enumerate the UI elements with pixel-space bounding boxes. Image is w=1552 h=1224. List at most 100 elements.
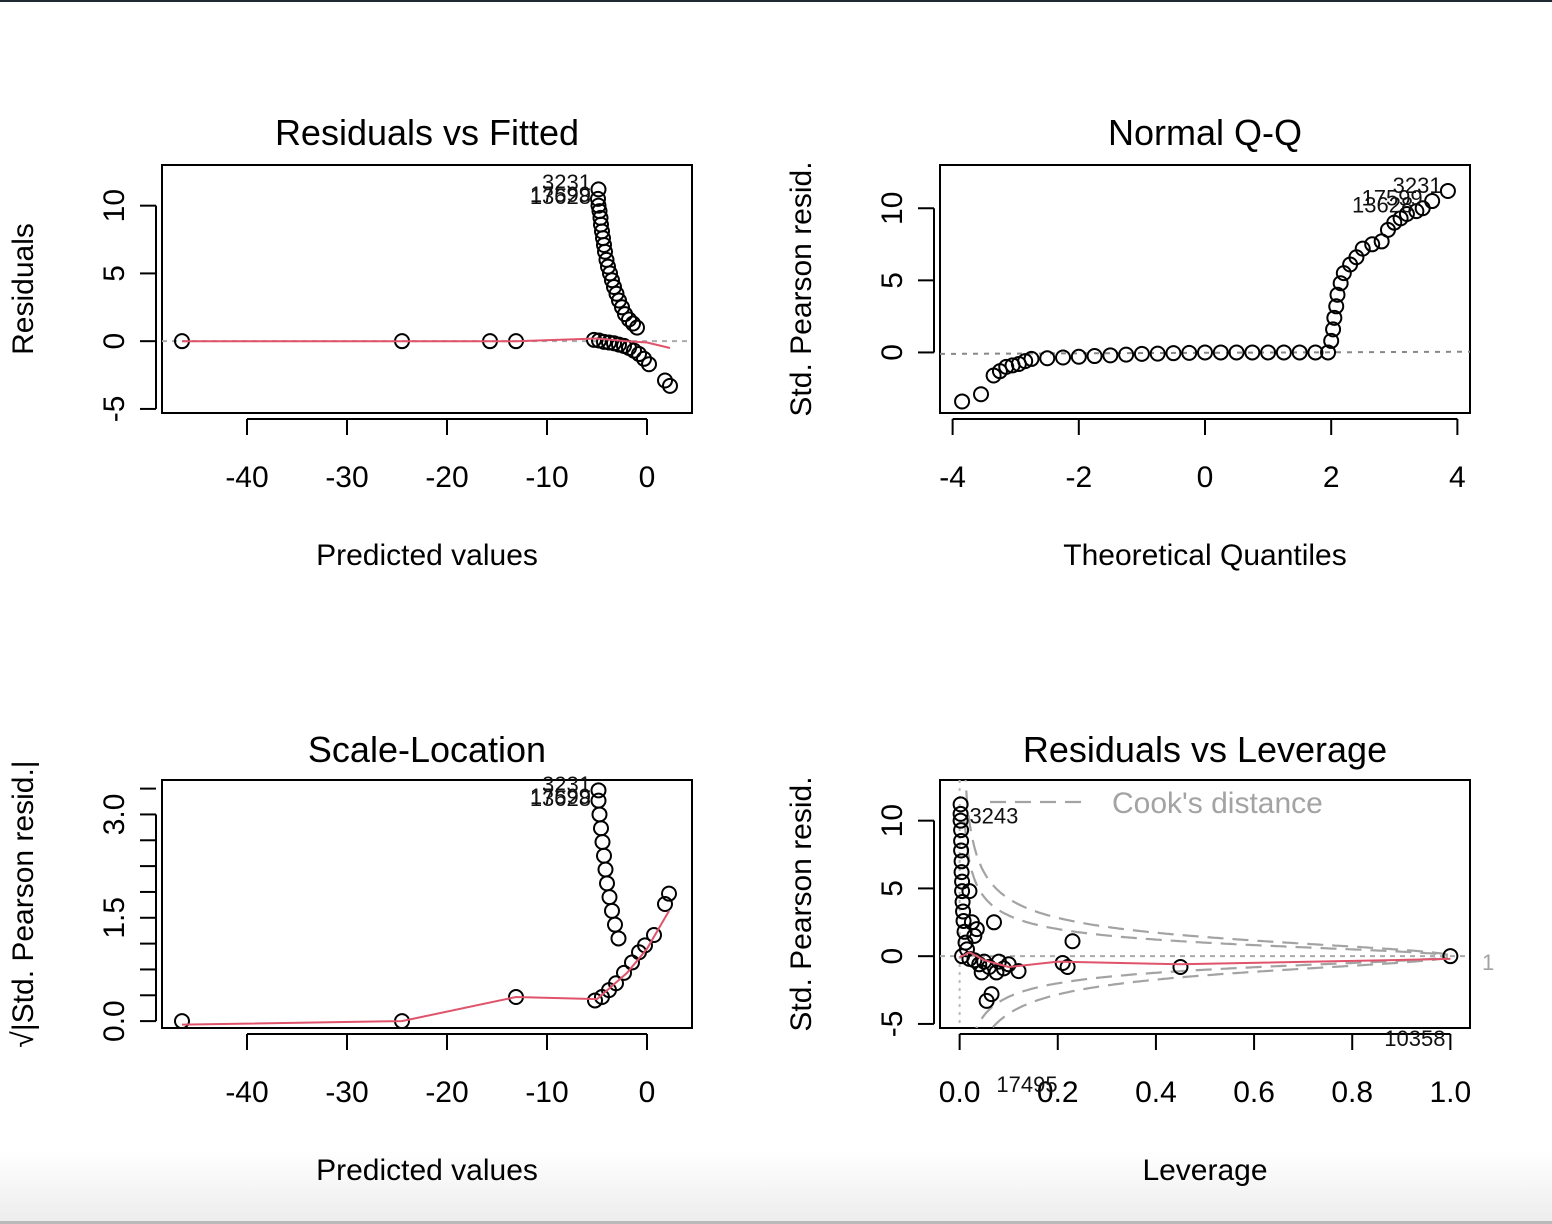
scale-location-point-label: 17599	[530, 784, 591, 809]
residuals-vs-leverage-cooks-contour	[964, 780, 1449, 956]
normal-qq-point	[1086, 348, 1103, 365]
normal-qq-y-tick-label: 0	[876, 344, 909, 361]
window-bottom-border	[0, 1221, 1552, 1224]
residuals-vs-leverage-point	[1010, 963, 1027, 980]
residuals-vs-fitted-x-tick-label: 0	[639, 461, 656, 494]
normal-qq-point	[1326, 309, 1343, 326]
residuals-vs-leverage-y-tick-label: 10	[876, 804, 909, 837]
normal-qq-point	[1133, 345, 1150, 362]
residuals-vs-fitted-y-tick-label: -5	[98, 396, 131, 423]
normal-qq-point	[954, 393, 971, 410]
scale-location-x-tick-label: -30	[325, 1076, 368, 1109]
residuals-vs-fitted-panel: Residuals vs Fitted -40 -30 -20 -10 0 Predicte…	[7, 112, 693, 572]
normal-qq-point	[1320, 344, 1337, 361]
residuals-vs-fitted-plot-area	[162, 181, 692, 394]
residuals-vs-leverage-point	[953, 864, 970, 881]
residuals-vs-fitted-y-tick-label: 0	[98, 333, 131, 350]
residuals-vs-leverage-y-label: Std. Pearson resid.	[785, 776, 818, 1031]
scale-location-y-label: √|Std. Pearson resid.|	[7, 760, 40, 1047]
residuals-vs-fitted-smooth-line	[182, 337, 671, 349]
residuals-vs-leverage-point	[953, 832, 970, 849]
residuals-vs-leverage-point	[955, 903, 972, 920]
scale-location-point	[601, 889, 618, 906]
normal-qq-point-label: 3231	[1393, 173, 1442, 198]
normal-qq-reference-line	[940, 350, 1470, 355]
scale-location-point	[607, 916, 623, 933]
scale-location-x-tick-label: 0	[639, 1076, 656, 1109]
residuals-vs-fitted-title: Residuals vs Fitted	[275, 112, 579, 153]
scale-location-point-label: 3231	[542, 772, 591, 797]
normal-qq-point	[1291, 344, 1308, 361]
residuals-vs-leverage-point	[952, 812, 969, 829]
normal-qq-y-tick-label: 10	[876, 192, 909, 225]
residuals-vs-fitted-point-label: 3231	[542, 170, 591, 195]
residuals-vs-fitted-point-label: 17599	[530, 182, 591, 207]
scale-location-point	[597, 861, 614, 878]
residuals-vs-fitted-point	[608, 285, 625, 302]
normal-qq-y-tick-label: 5	[876, 272, 909, 289]
residuals-vs-leverage-point	[1059, 959, 1076, 976]
residuals-vs-fitted-point	[621, 311, 637, 328]
residuals-vs-fitted-x-tick-label: -20	[425, 461, 468, 494]
residuals-vs-leverage-point	[983, 986, 1000, 1003]
normal-qq-plot-area	[940, 182, 1470, 410]
residuals-vs-fitted-point	[657, 372, 673, 389]
residuals-vs-fitted-point-label: 13628	[530, 184, 591, 209]
scale-location-x-tick-label: -10	[525, 1076, 568, 1109]
residuals-vs-leverage-y-tick-label: 0	[876, 948, 909, 965]
residuals-vs-leverage-x-tick-label: 0.2	[1037, 1076, 1079, 1109]
normal-qq-point	[1364, 236, 1381, 253]
residuals-vs-leverage-cooks-contour	[963, 821, 1449, 957]
residuals-vs-fitted-y-tick-label: 10	[98, 189, 131, 222]
residuals-vs-fitted-point	[629, 319, 645, 336]
scale-location-frame	[161, 779, 693, 1029]
residuals-vs-leverage-legend: Cook's distance	[990, 787, 1323, 820]
residuals-vs-leverage-point	[966, 952, 983, 969]
normal-qq-point	[1055, 349, 1072, 366]
normal-qq-x-tick-label: 0	[1197, 461, 1214, 494]
residuals-vs-leverage-x-tick-label: 0.6	[1233, 1076, 1275, 1109]
residuals-vs-leverage-point	[966, 927, 983, 944]
residuals-vs-fitted-point	[596, 333, 612, 350]
scale-location-point	[596, 847, 612, 864]
residuals-vs-fitted-point	[590, 181, 607, 198]
normal-qq-point	[1023, 350, 1040, 367]
residuals-vs-leverage-point	[952, 805, 969, 822]
residuals-vs-leverage-x-tick-label: 0.4	[1135, 1076, 1177, 1109]
normal-qq-point-label: 17599	[1361, 185, 1422, 210]
scale-location-point	[174, 1013, 190, 1028]
scale-location-point	[608, 975, 624, 992]
residuals-vs-fitted-point	[601, 334, 617, 351]
normal-qq-point	[1323, 332, 1340, 349]
residuals-vs-fitted-x-tick-label: -30	[325, 461, 368, 494]
scale-location-point	[590, 792, 607, 809]
residuals-vs-leverage-point	[1442, 948, 1459, 965]
scale-location-point	[657, 896, 673, 912]
scale-location-y-tick-label: 0.0	[98, 1000, 131, 1042]
scale-location-x-tick-label: -20	[425, 1076, 468, 1109]
normal-qq-point	[1102, 347, 1119, 364]
residuals-vs-fitted-x-label: Predicted values	[316, 539, 538, 572]
residuals-vs-fitted-point	[597, 243, 613, 260]
residuals-vs-fitted-point	[625, 315, 641, 332]
residuals-vs-leverage-point	[1054, 954, 1071, 971]
residuals-vs-leverage-point	[955, 912, 972, 929]
scale-location-point	[610, 930, 627, 947]
residuals-vs-leverage-x-tick-label: 1.0	[1430, 1076, 1472, 1109]
normal-qq-point	[1260, 344, 1277, 361]
residuals-vs-leverage-title: Residuals vs Leverage	[1023, 729, 1387, 770]
normal-qq-x-tick-label: 4	[1449, 461, 1466, 494]
scale-location-x-tick-label: -40	[225, 1076, 268, 1109]
residuals-vs-leverage-point	[952, 796, 969, 813]
normal-qq-point	[1354, 240, 1371, 257]
residuals-vs-leverage-x-tick-label: 0.0	[939, 1076, 981, 1109]
normal-qq-frame	[939, 164, 1471, 414]
residuals-vs-leverage-point	[1064, 933, 1081, 950]
residuals-vs-fitted-y-tick-label: 5	[98, 265, 131, 282]
residuals-vs-fitted-point	[590, 197, 607, 214]
normal-qq-point	[1424, 193, 1441, 210]
normal-qq-point	[1039, 350, 1056, 367]
residuals-vs-leverage-point	[985, 914, 1002, 931]
residuals-vs-leverage-contour-label: 1	[1482, 950, 1494, 975]
